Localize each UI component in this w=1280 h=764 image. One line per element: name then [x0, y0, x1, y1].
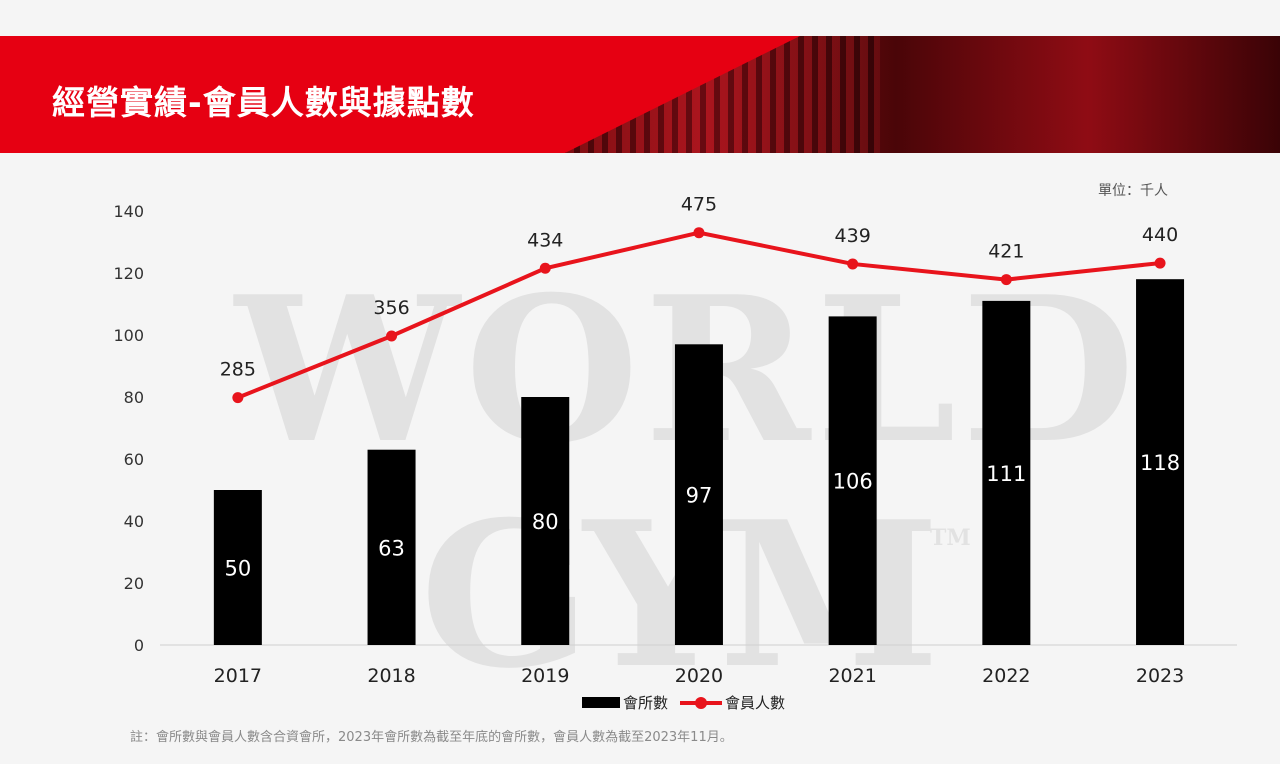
- bar-value-label: 80: [532, 510, 559, 534]
- watermark-tm: TM: [930, 525, 971, 551]
- line-point-2020: [693, 227, 705, 239]
- y-tick-label: 140: [113, 202, 144, 221]
- bar-value-label: 97: [686, 484, 713, 508]
- y-tick-label: 0: [134, 636, 144, 655]
- line-value-label: 356: [373, 297, 409, 319]
- bar-2023: [1136, 279, 1185, 645]
- y-tick-label: 100: [113, 326, 144, 345]
- x-tick-label: 2023: [1136, 665, 1184, 687]
- line-value-label: 440: [1142, 224, 1178, 246]
- y-tick-label: 80: [124, 388, 144, 407]
- line-point-2019: [539, 262, 551, 274]
- bar-value-label: 111: [986, 462, 1026, 486]
- bar-value-label: 63: [378, 536, 405, 560]
- line-value-label: 434: [527, 229, 563, 251]
- y-tick-label: 20: [124, 574, 144, 593]
- bar-2020: [674, 344, 723, 645]
- line-value-label: 285: [220, 359, 256, 381]
- x-tick-label: 2022: [982, 665, 1030, 687]
- line-value-label: 421: [988, 241, 1024, 263]
- legend-line-swatch: [680, 696, 723, 709]
- bar-value-label: 118: [1140, 451, 1180, 475]
- y-tick-label: 40: [124, 512, 144, 531]
- y-tick-label: 120: [113, 264, 144, 283]
- line-point-2023: [1154, 257, 1166, 269]
- line-point-2022: [1000, 274, 1012, 286]
- footnote: 註：會所數與會員人數含合資會所，2023年會所數為截至年底的會所數，會員人數為截…: [130, 730, 733, 745]
- bar-2017: [213, 490, 262, 645]
- x-tick-label: 2019: [521, 665, 569, 687]
- line-point-2018: [386, 330, 398, 342]
- legend-bar-swatch: [582, 697, 620, 708]
- bar-2019: [521, 397, 570, 645]
- line-value-label: 439: [835, 225, 871, 247]
- bar-2021: [828, 316, 877, 645]
- bar-value-label: 50: [224, 557, 251, 581]
- header-banner: 經營實績-會員人數與據點數: [0, 36, 1280, 153]
- x-tick-label: 2021: [828, 665, 876, 687]
- legend-line-label: 會員人數: [725, 694, 786, 712]
- bar-2018: [367, 449, 416, 645]
- x-tick-label: 2018: [367, 665, 415, 687]
- unit-label: 單位：千人: [1098, 183, 1168, 199]
- line-value-label: 475: [681, 194, 717, 216]
- legend: 會所數 會員人數: [582, 692, 785, 713]
- legend-bar-label: 會所數: [623, 694, 669, 712]
- line-point-2021: [847, 258, 859, 270]
- x-tick-label: 2017: [214, 665, 262, 687]
- bar-2022: [982, 300, 1031, 645]
- x-tick-label: 2020: [675, 665, 723, 687]
- page-title: 經營實績-會員人數與據點數: [52, 83, 475, 122]
- bar-value-label: 106: [833, 470, 873, 494]
- line-point-2017: [232, 392, 244, 404]
- y-tick-label: 60: [124, 450, 144, 469]
